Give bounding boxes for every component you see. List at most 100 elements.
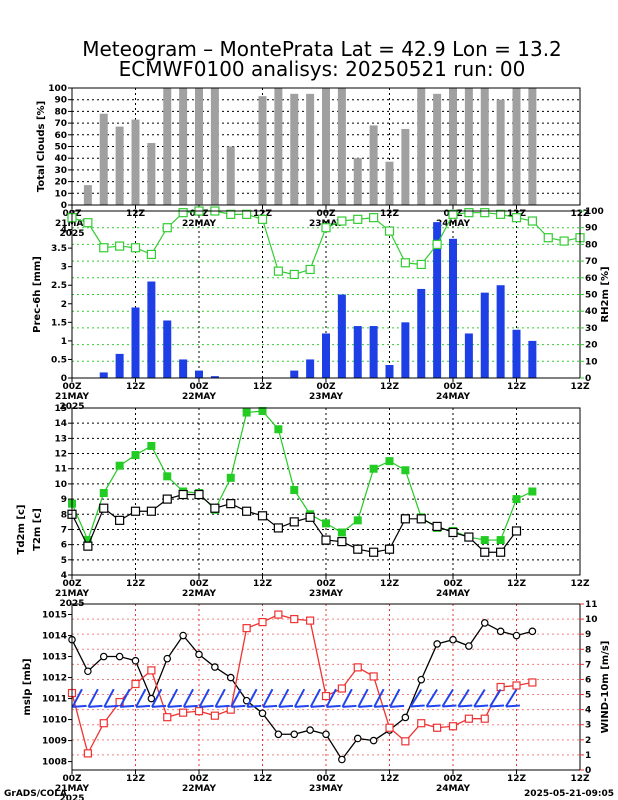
td2m-marker [416, 514, 426, 524]
td2m-marker [321, 535, 331, 545]
mslp-marker [322, 730, 330, 739]
date-label: 21MAY [55, 589, 90, 599]
wind-marker [512, 681, 521, 690]
time-tick-label: 00Z [443, 579, 463, 589]
t2m-marker [528, 487, 537, 496]
precip-bar [290, 370, 299, 378]
cloud-bar [480, 88, 489, 205]
footer-left: GrADS/COLA [4, 789, 67, 799]
y-tick-label: 7 [61, 525, 67, 535]
time-tick-label: 12Z [126, 774, 146, 784]
y-tick-label: 4 [61, 226, 67, 236]
date-label: 24MAY [436, 589, 471, 599]
cloud-bar [401, 128, 410, 205]
y-tick-label: 2.5 [51, 281, 67, 291]
rh-marker [369, 213, 379, 223]
rh-marker [83, 218, 93, 228]
t2m-marker [83, 536, 92, 545]
td2m-marker [178, 489, 188, 500]
y-tick-label: 3.5 [51, 244, 67, 254]
time-tick-label-end: 12Z [570, 774, 590, 784]
cloud-bar [131, 119, 140, 205]
precip-bar [131, 307, 140, 378]
y2-tick-label: 8 [585, 645, 591, 655]
rh-marker [226, 209, 236, 219]
y2-tick-label: 7 [585, 660, 591, 670]
date-label: 24MAY [436, 392, 471, 402]
rh-axis-label: RH2m [%] [600, 266, 611, 322]
y2-tick-label: 80 [585, 240, 598, 250]
precip-bar [433, 222, 442, 378]
cloud-bar [290, 93, 299, 205]
wind-marker [258, 618, 267, 627]
y-tick-label: 20 [54, 178, 67, 188]
precip-rh-panel: 00.511.522.533.540102030405060708090100P… [32, 206, 611, 412]
td2m-marker [146, 506, 156, 516]
td2m-marker [464, 532, 474, 542]
y-tick-label: 2 [61, 300, 67, 310]
cloud-bar [115, 126, 124, 205]
time-tick-label: 12Z [380, 579, 400, 589]
chart-title-line2: ECMWF0100 analisys: 20250521 run: 00 [119, 57, 526, 81]
mslp-marker [195, 650, 203, 659]
td2m-marker [305, 512, 315, 522]
precip-bar [512, 329, 521, 378]
time-tick-label: 00Z [189, 382, 209, 392]
td2m-marker [480, 547, 490, 557]
y-tick-label: 100 [48, 84, 67, 94]
wind-barb-staff [278, 688, 290, 708]
wind-marker [528, 678, 537, 687]
wind-barb-staff [135, 688, 147, 708]
t2m-marker [401, 466, 410, 475]
time-tick-label: 00Z [443, 382, 463, 392]
t2m-marker [369, 464, 378, 473]
y-tick-label: 10 [54, 480, 67, 490]
t2m-marker [290, 485, 299, 494]
wind-barb-flag [374, 704, 389, 708]
wind-barb-flag [215, 704, 230, 708]
precip-bar [179, 359, 188, 378]
t2m-marker [147, 441, 156, 450]
mslp-marker [449, 635, 457, 644]
wind-barb-flag [88, 704, 103, 708]
y-tick-label: 1 [61, 337, 67, 347]
cloud-bar [258, 96, 267, 205]
td2m-marker [210, 503, 220, 513]
date-label: 23MAY [309, 784, 344, 794]
date-label: 22MAY [182, 219, 217, 229]
time-tick-label: 12Z [253, 774, 273, 784]
wind-barb-flag [72, 704, 87, 708]
time-tick-label: 12Z [507, 774, 527, 784]
wind-barb-flag [294, 704, 309, 708]
rh-marker [353, 214, 363, 224]
precip-bar [163, 320, 172, 378]
wind-barb-staff [71, 688, 83, 708]
t2m-marker [242, 408, 251, 417]
td2m-marker [353, 544, 363, 554]
time-tick-label: 00Z [443, 774, 463, 784]
mslp-marker [84, 667, 92, 676]
t2m-marker [322, 519, 330, 528]
time-tick-label: 12Z [507, 382, 527, 392]
cloud-bar [433, 93, 442, 205]
wind-barb-flag [390, 704, 405, 708]
time-tick-label: 12Z [253, 579, 273, 589]
wind-barb-flag [120, 704, 135, 708]
y-tick-label: 1015 [42, 611, 67, 621]
wind-marker [290, 614, 299, 624]
wind-marker [337, 684, 346, 693]
wind-barb-staff [409, 688, 423, 708]
precip-bar [417, 288, 426, 378]
time-tick-label: 12Z [253, 209, 273, 219]
time-tick-label-end: 12Z [570, 579, 590, 589]
wind-barb-flag [342, 704, 357, 708]
rh-marker [511, 213, 522, 223]
wind-barb-staff [341, 688, 353, 708]
date-label: 24MAY [436, 219, 471, 229]
cloud-bar [464, 88, 473, 205]
wind-barb-staff [457, 688, 470, 708]
mslp-wind-panel: 1008100910101011101210131014101501234567… [22, 600, 611, 800]
y-tick-label: 0 [61, 201, 67, 211]
t2m-marker [496, 536, 505, 545]
